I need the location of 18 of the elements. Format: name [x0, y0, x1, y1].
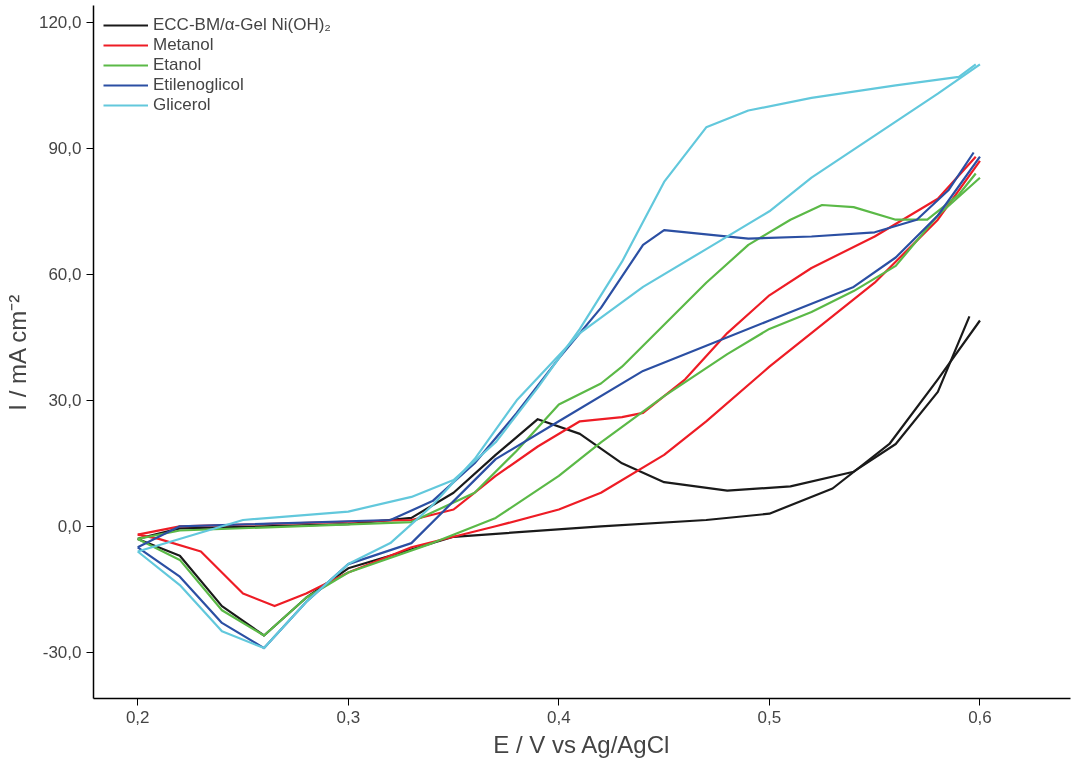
x-axis-title: E / V vs Ag/AgCl	[493, 730, 670, 758]
x-tick-label: 0,5	[757, 707, 782, 727]
x-tick-label: 0,4	[547, 707, 571, 727]
y-tick-label: 120,0	[38, 13, 82, 33]
y-tick-label: -30,0	[42, 643, 82, 663]
y-axis-title: I / mA cm⁻²	[3, 294, 31, 411]
x-tick-label: 0,3	[336, 707, 361, 727]
y-tick-label: 60,0	[48, 265, 82, 285]
y-tick-label: 0,0	[57, 517, 82, 537]
y-tick-label: 90,0	[48, 139, 82, 159]
y-tick-label: 30,0	[48, 391, 82, 411]
legend-label: Glicerol	[153, 95, 211, 115]
legend-label: ECC-BM/α-Gel Ni(OH)₂	[153, 15, 331, 35]
x-tick-label: 0,2	[125, 707, 150, 727]
legend-label: Metanol	[153, 35, 214, 55]
x-tick-label: 0,6	[968, 707, 992, 727]
legend-label: Etilenoglicol	[153, 75, 244, 95]
legend-label: Etanol	[153, 55, 202, 75]
